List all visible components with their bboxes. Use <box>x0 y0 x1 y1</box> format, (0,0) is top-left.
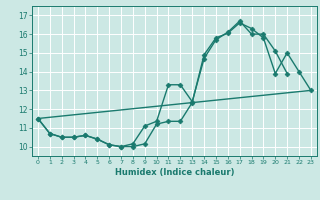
X-axis label: Humidex (Indice chaleur): Humidex (Indice chaleur) <box>115 168 234 177</box>
